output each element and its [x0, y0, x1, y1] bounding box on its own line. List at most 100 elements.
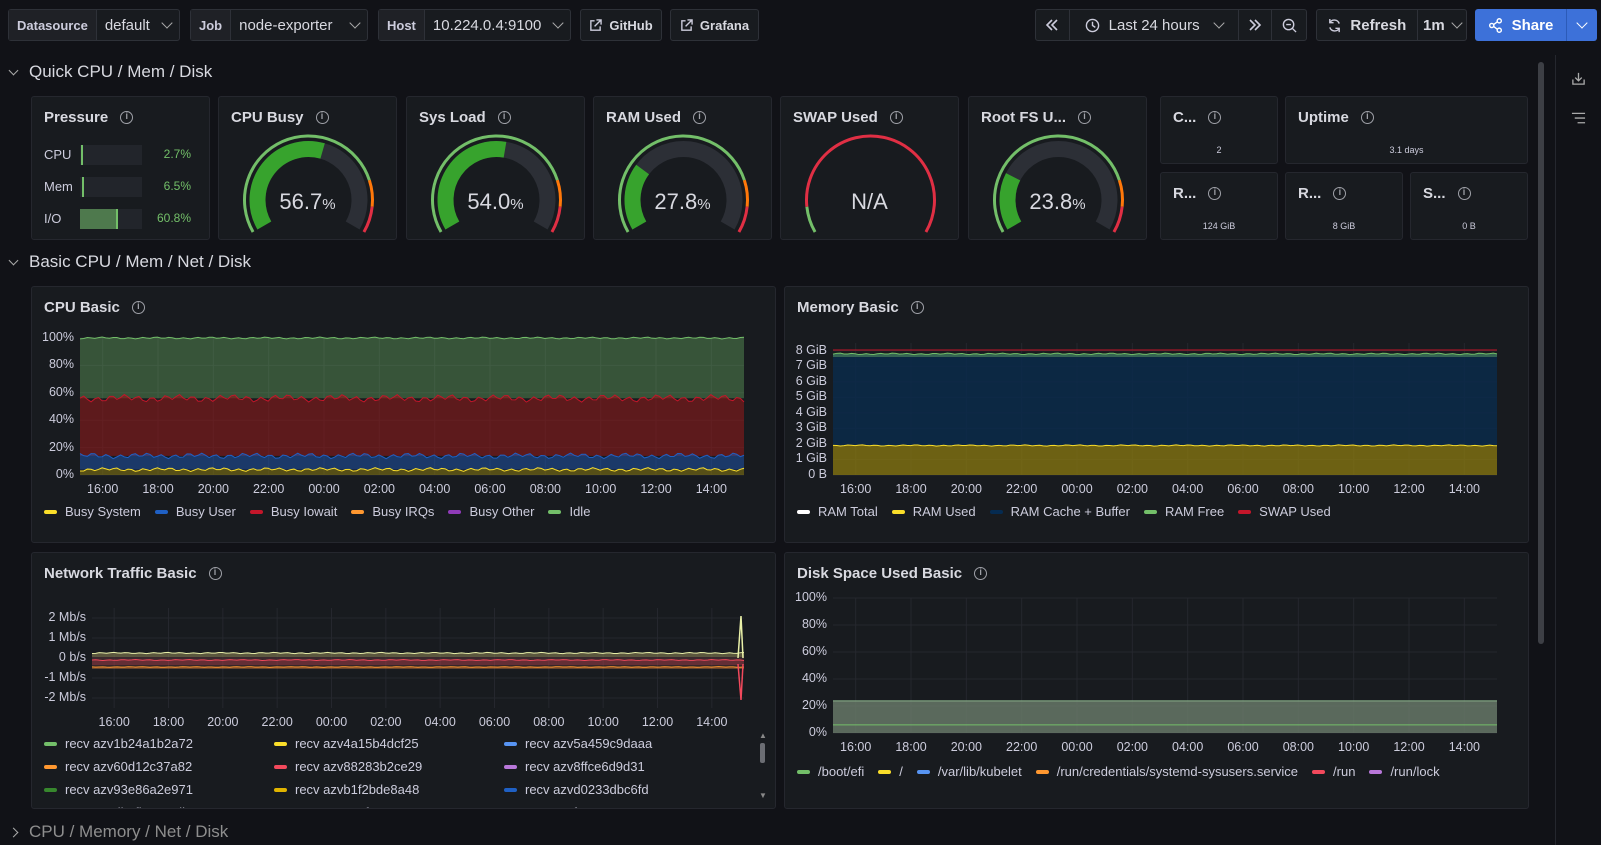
legend-item[interactable]: SWAP Used — [1238, 504, 1331, 519]
double-chevron-right-icon — [1249, 19, 1262, 31]
gauge-value-wrap: 54.0% — [407, 189, 584, 215]
x-tick-label: 04:00 — [419, 482, 451, 496]
legend-scrollbar[interactable] — [760, 743, 765, 763]
x-tick-label: 18:00 — [895, 740, 927, 754]
y-tick-label: 0% — [808, 725, 827, 739]
download-icon[interactable] — [1571, 71, 1586, 86]
legend-item[interactable]: recv azvd0233dbc6fd — [504, 782, 734, 797]
y-tick-label: 1 Mb/s — [48, 630, 86, 644]
swap-total-value: 0 B — [1462, 221, 1476, 231]
legend-item[interactable]: recv azv4a15b4dcf25 — [274, 736, 504, 751]
time-shift-back-button[interactable] — [1036, 10, 1070, 40]
info-icon[interactable] — [1078, 111, 1091, 124]
gauge-unit: % — [697, 196, 711, 213]
refresh-button[interactable]: Refresh — [1317, 10, 1418, 40]
y-tick-label: 5 GiB — [795, 389, 827, 404]
job-select[interactable]: node-exporter — [239, 16, 333, 34]
info-icon[interactable] — [1208, 111, 1222, 124]
host-select[interactable]: 10.224.0.4:9100 — [432, 16, 542, 34]
legend-item[interactable]: Busy Other — [448, 504, 534, 519]
legend-item[interactable]: / — [878, 764, 903, 779]
x-tick-label: 18:00 — [152, 715, 185, 729]
info-icon[interactable] — [889, 111, 903, 124]
swap-total-panel: S... 0 B — [1410, 172, 1528, 240]
datasource-variable[interactable]: Datasource default — [8, 9, 180, 41]
row-basic-header[interactable]: Basic CPU / Mem / Net / Disk — [8, 252, 251, 272]
gauge-segment — [437, 141, 507, 230]
legend-scroll-down[interactable]: ▼ — [759, 791, 767, 800]
chevron-right-icon — [8, 827, 19, 837]
gauge-title: CPU Busy — [231, 109, 304, 126]
info-icon[interactable] — [1457, 187, 1471, 200]
gauge-segment — [431, 134, 559, 233]
scrollbar[interactable] — [1538, 62, 1544, 644]
legend-item[interactable]: recv azv93e86a2e971 — [44, 782, 274, 797]
info-icon[interactable] — [208, 567, 222, 580]
legend-item[interactable]: recv azve56f4c00502 — [274, 805, 504, 808]
legend-item[interactable]: recv azvb1f2bde8a48 — [274, 782, 504, 797]
legend-label: Busy Iowait — [270, 504, 338, 519]
legend-item[interactable]: RAM Free — [1143, 504, 1224, 519]
datasource-select[interactable]: default — [104, 16, 150, 34]
legend-swatch — [891, 509, 905, 514]
legend-item[interactable]: RAM Total — [797, 504, 878, 519]
chevron-down-icon — [349, 17, 361, 29]
legend-item[interactable]: recv azv60d12c37a82 — [44, 759, 274, 774]
refresh-interval-picker[interactable]: 1m — [1418, 10, 1466, 40]
share-button[interactable]: Share — [1475, 9, 1567, 41]
legend-item[interactable]: Busy System — [44, 504, 141, 519]
outline-list-icon[interactable] — [1571, 112, 1586, 125]
gauge-segment — [999, 173, 1022, 230]
legend-item[interactable]: recv azvdb5fbe358db — [44, 805, 274, 808]
legend-item[interactable]: recv azv88283b2ce29 — [274, 759, 504, 774]
legend-item[interactable]: /run/lock — [1369, 764, 1440, 779]
info-icon[interactable] — [974, 567, 988, 580]
legend-item[interactable]: recv azv1b24a1b2a72 — [44, 736, 274, 751]
info-icon[interactable] — [1360, 111, 1374, 124]
row-full-header[interactable]: CPU / Memory / Net / Disk — [8, 822, 228, 842]
x-tick-label: 00:00 — [1061, 740, 1093, 754]
grafana-link-label: Grafana — [699, 17, 750, 33]
legend-item[interactable]: Busy IRQs — [351, 504, 434, 519]
legend-item[interactable]: recv azv8ffce6d9d31 — [504, 759, 734, 774]
info-icon[interactable] — [1333, 187, 1347, 200]
time-range-picker[interactable]: Last 24 hours — [1070, 10, 1239, 40]
legend-item[interactable]: Busy Iowait — [249, 504, 338, 519]
legend-swatch — [1143, 509, 1157, 514]
legend-item[interactable]: Idle — [548, 504, 590, 519]
series-line — [832, 444, 1498, 447]
legend-item[interactable]: Busy User — [154, 504, 236, 519]
legend-item[interactable]: RAM Used — [891, 504, 976, 519]
time-shift-forward-button[interactable] — [1239, 10, 1273, 40]
host-variable[interactable]: Host 10.224.0.4:9100 — [378, 9, 571, 41]
info-icon[interactable] — [131, 301, 145, 314]
legend-label: Busy System — [65, 504, 141, 519]
github-link[interactable]: GitHub — [580, 9, 662, 41]
legend-item[interactable]: /run — [1312, 764, 1355, 779]
legend-item[interactable]: RAM Cache + Buffer — [989, 504, 1130, 519]
job-label: Job — [191, 10, 232, 40]
info-icon[interactable] — [1208, 187, 1222, 200]
info-icon[interactable] — [120, 111, 134, 124]
legend-item[interactable]: /var/lib/kubelet — [916, 764, 1022, 779]
legend-item[interactable]: /boot/efi — [797, 764, 864, 779]
x-tick-label: 02:00 — [370, 715, 402, 729]
info-icon[interactable] — [693, 111, 707, 124]
area-used — [833, 700, 1497, 733]
legend-scroll-up[interactable]: ▲ — [759, 731, 767, 740]
legend-item[interactable]: /run/credentials/systemd-sysusers.servic… — [1035, 764, 1298, 779]
job-variable[interactable]: Job node-exporter — [190, 9, 368, 41]
row-quick-header[interactable]: Quick CPU / Mem / Disk — [8, 62, 212, 82]
x-tick-label: 16:00 — [87, 482, 119, 496]
share-dropdown-button[interactable] — [1567, 9, 1597, 41]
legend-item[interactable]: recv azv5a459c9daaa — [504, 736, 734, 751]
zoom-out-button[interactable] — [1272, 10, 1306, 40]
info-icon[interactable] — [910, 301, 924, 314]
x-tick-label: 14:00 — [1448, 482, 1480, 496]
refresh-group: Refresh 1m — [1316, 9, 1467, 41]
legend-item[interactable]: recv azvfeca1902931 — [504, 805, 734, 808]
info-icon[interactable] — [497, 111, 511, 124]
grafana-link[interactable]: Grafana — [670, 9, 759, 41]
uptime-panel: Uptime 3.1 days — [1285, 96, 1528, 164]
info-icon[interactable] — [315, 111, 329, 124]
